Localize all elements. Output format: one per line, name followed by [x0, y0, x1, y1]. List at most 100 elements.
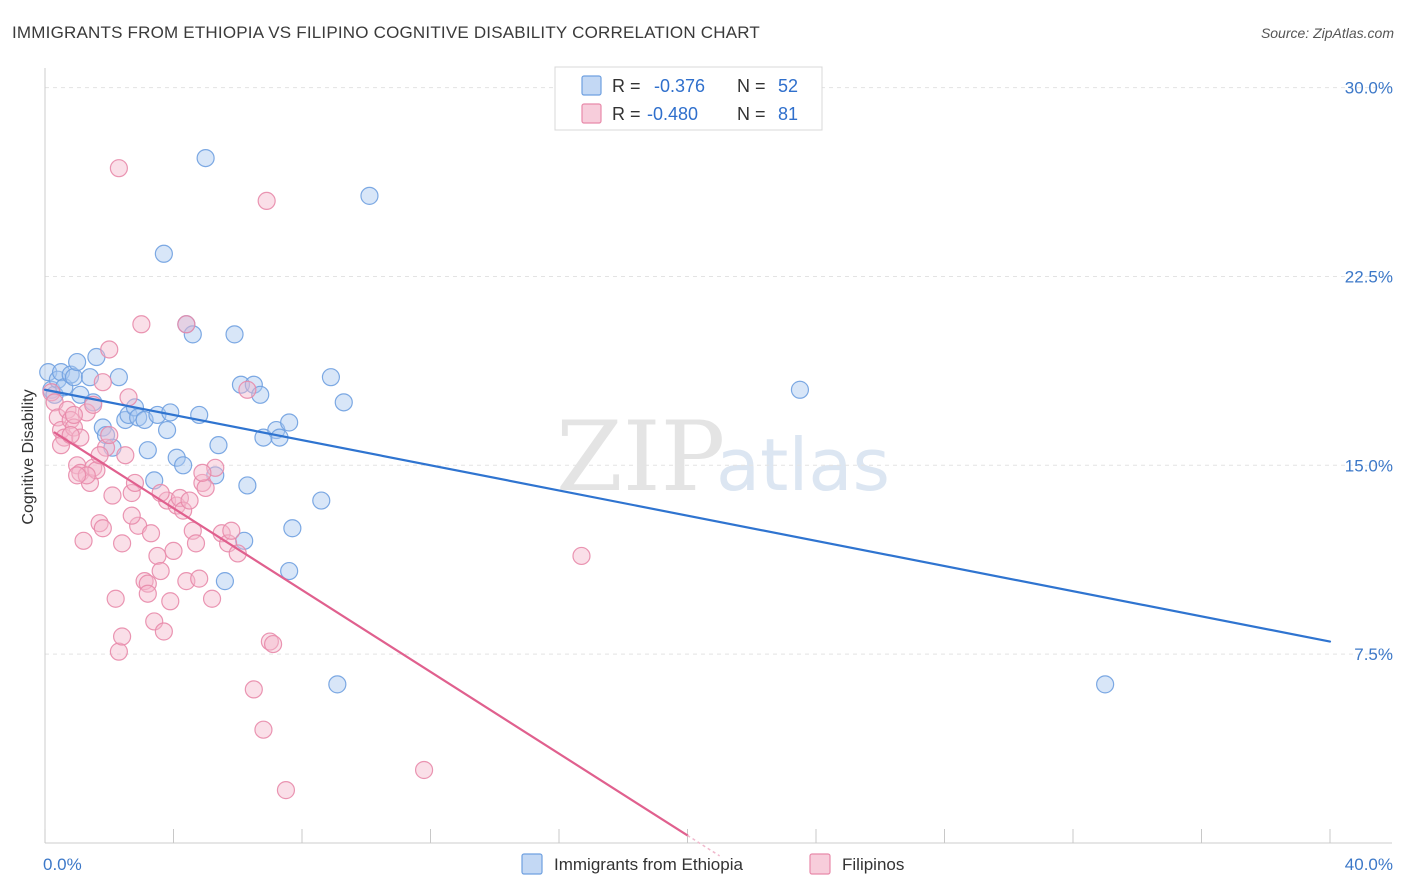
- point-filipinos: [193, 473, 212, 493]
- point-filipinos: [148, 546, 167, 566]
- point-filipinos: [132, 315, 151, 334]
- point-filipinos: [190, 569, 209, 588]
- point-ethiopia: [360, 186, 379, 205]
- point-ethiopia: [183, 325, 202, 344]
- x-tick-labels: 0.0% 40.0%: [43, 855, 1393, 874]
- y-tick-label: 7.5%: [1354, 645, 1393, 664]
- grid-lines: [45, 87, 1392, 655]
- legend-n-value-ethiopia: 52: [778, 76, 798, 96]
- point-filipinos: [196, 478, 215, 498]
- point-filipinos: [112, 627, 132, 646]
- point-filipinos: [109, 642, 128, 661]
- point-ethiopia: [238, 476, 257, 495]
- point-filipinos: [177, 315, 196, 334]
- point-ethiopia: [328, 675, 347, 694]
- legend-swatch-ethiopia: [581, 75, 602, 96]
- bottom-legend-label-filipinos: Filipinos: [842, 855, 904, 874]
- legend-n-label-filipinos: N =: [737, 104, 766, 124]
- point-ethiopia: [225, 325, 244, 344]
- bottom-legend-label-ethiopia: Immigrants from Ethiopia: [554, 855, 743, 874]
- point-filipinos: [109, 159, 128, 178]
- point-ethiopia: [138, 441, 157, 460]
- x-tick-label: 0.0%: [43, 855, 82, 874]
- axes: [44, 68, 1392, 844]
- x-tick-label: 40.0%: [1345, 855, 1393, 874]
- point-ethiopia: [1096, 675, 1115, 694]
- correlation-legend: R = -0.376 N = 52 R = -0.480 N = 81: [554, 66, 823, 131]
- y-tick-label: 30.0%: [1345, 79, 1393, 98]
- point-filipinos: [180, 491, 199, 510]
- bottom-legend-swatch-ethiopia: [521, 853, 543, 875]
- legend-n-value-filipinos: 81: [778, 104, 798, 124]
- y-tick-labels: 7.5% 15.0% 22.5% 30.0%: [1345, 79, 1393, 665]
- point-ethiopia: [154, 244, 173, 263]
- point-filipinos: [260, 632, 279, 651]
- bottom-legend-swatch-filipinos: [809, 853, 831, 875]
- point-ethiopia: [167, 448, 186, 467]
- series-ethiopia-points: [39, 148, 1115, 694]
- point-ethiopia: [196, 148, 215, 168]
- point-filipinos: [414, 760, 434, 780]
- point-filipinos: [93, 373, 112, 392]
- point-filipinos: [174, 501, 193, 520]
- watermark: ZIP atlas: [556, 401, 890, 513]
- point-filipinos: [119, 388, 138, 407]
- legend-r-value-ethiopia: -0.376: [654, 76, 705, 96]
- chart-source: Source: ZipAtlas.com: [1261, 25, 1394, 41]
- series-legend: Immigrants from Ethiopia Filipinos: [521, 853, 904, 875]
- point-ethiopia: [68, 352, 87, 372]
- point-filipinos: [77, 466, 96, 485]
- point-filipinos: [572, 546, 591, 566]
- legend-r-label-filipinos: R =: [612, 104, 641, 124]
- point-filipinos: [244, 680, 263, 699]
- point-filipinos: [254, 720, 273, 739]
- point-filipinos: [138, 574, 157, 593]
- point-filipinos: [151, 561, 170, 581]
- point-ethiopia: [109, 368, 128, 387]
- point-filipinos: [238, 380, 257, 399]
- point-filipinos: [186, 534, 206, 553]
- point-filipinos: [100, 340, 119, 359]
- point-filipinos: [68, 466, 87, 485]
- point-filipinos: [93, 519, 112, 538]
- point-filipinos: [103, 486, 122, 505]
- trend-extension-filipinos: [687, 834, 721, 857]
- point-ethiopia: [209, 436, 228, 455]
- point-filipinos: [276, 781, 296, 800]
- point-filipinos: [122, 506, 141, 525]
- point-filipinos: [61, 425, 80, 445]
- point-filipinos: [116, 446, 135, 465]
- point-filipinos: [90, 514, 109, 533]
- legend-r-label-ethiopia: R =: [612, 76, 641, 96]
- point-filipinos: [257, 191, 276, 211]
- series-filipinos-points: [42, 159, 591, 800]
- trend-lines: [43, 388, 1332, 857]
- point-filipinos: [74, 531, 93, 550]
- y-axis-title: Cognitive Disability: [20, 389, 37, 524]
- point-ethiopia: [312, 491, 331, 510]
- legend-r-value-filipinos: -0.480: [647, 104, 698, 124]
- point-ethiopia: [157, 420, 177, 440]
- point-filipinos: [64, 405, 84, 425]
- point-ethiopia: [321, 368, 341, 387]
- legend-swatch-filipinos: [581, 103, 602, 124]
- y-tick-label: 22.5%: [1345, 267, 1393, 286]
- point-filipinos: [161, 592, 180, 611]
- point-filipinos: [154, 622, 173, 641]
- point-filipinos: [222, 521, 241, 540]
- trend-line-ethiopia: [43, 388, 1332, 643]
- point-filipinos: [263, 634, 283, 654]
- point-filipinos: [112, 534, 132, 553]
- point-filipinos: [193, 463, 212, 482]
- point-ethiopia: [283, 519, 302, 538]
- point-filipinos: [106, 589, 125, 608]
- point-ethiopia: [334, 393, 353, 412]
- point-ethiopia: [280, 561, 299, 581]
- point-filipinos: [141, 524, 161, 543]
- point-ethiopia: [174, 456, 193, 475]
- legend-n-label-ethiopia: N =: [737, 76, 766, 96]
- point-filipinos: [100, 425, 119, 445]
- point-filipinos: [138, 584, 157, 603]
- point-ethiopia: [39, 363, 58, 382]
